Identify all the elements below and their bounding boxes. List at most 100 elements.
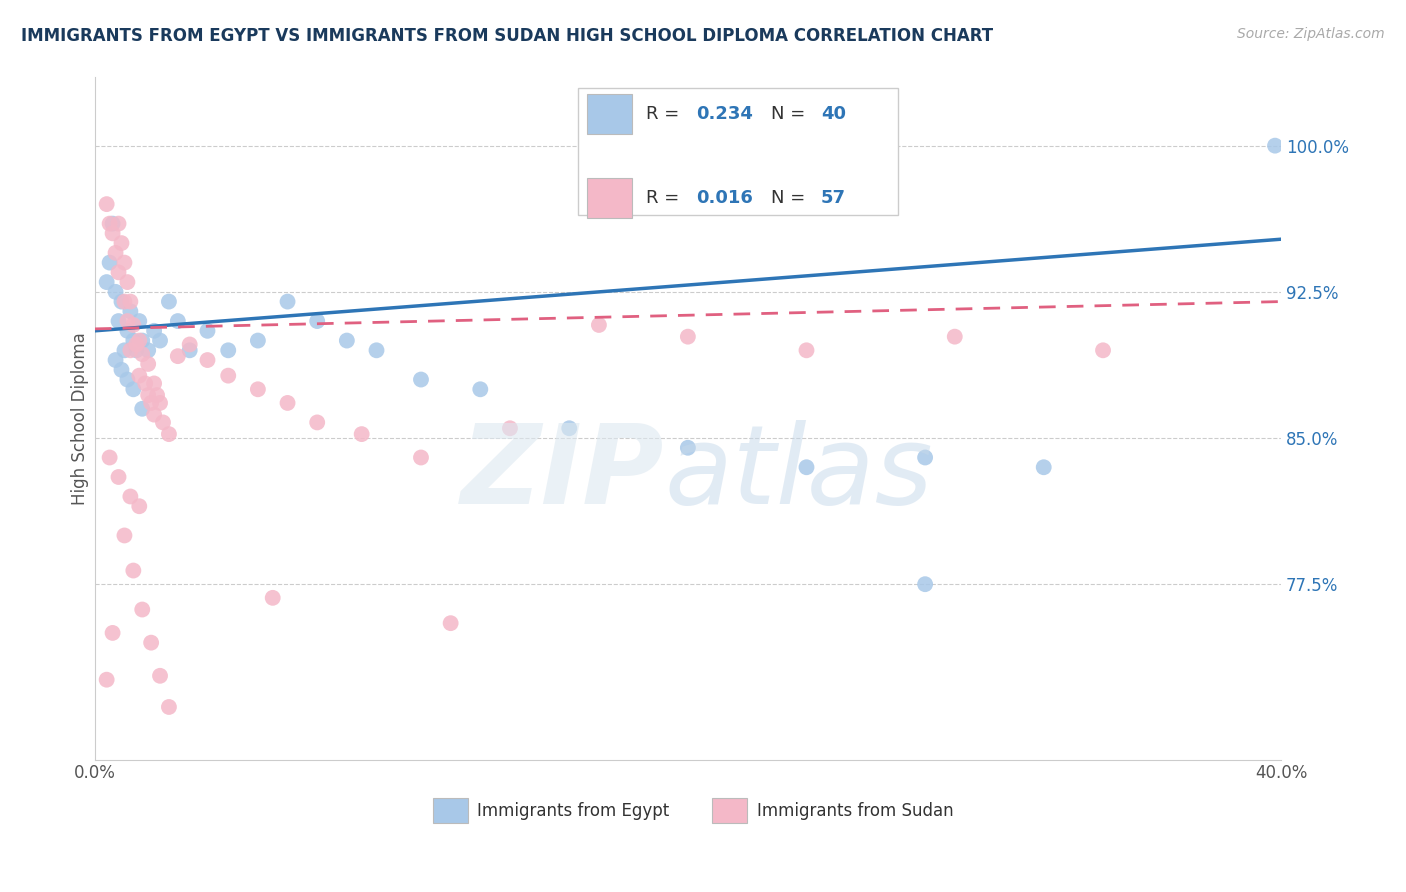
Point (1032, 460, 1054, 475)
Point (943, 329, 966, 343)
Point (101, 626, 124, 640)
Point (104, 245, 127, 260)
FancyBboxPatch shape (588, 95, 633, 134)
Point (152, 416, 174, 430)
Point (120, 490, 142, 504)
Point (104, 285, 127, 299)
Text: 0.234: 0.234 (696, 105, 754, 123)
Point (157, 427, 180, 442)
Point (197, 353, 219, 368)
Point (166, 349, 188, 363)
Point (96, 673, 118, 687)
Point (101, 227, 124, 241)
Point (122, 564, 145, 578)
Point (440, 616, 463, 631)
Point (246, 334, 269, 348)
Point (131, 401, 153, 416)
Point (588, 318, 610, 332)
Point (104, 353, 127, 368)
Text: N =: N = (770, 189, 811, 207)
Point (149, 396, 172, 410)
Point (96, 275, 118, 289)
Point (277, 396, 299, 410)
FancyBboxPatch shape (578, 87, 898, 215)
Point (499, 421, 522, 435)
Point (143, 324, 166, 338)
Point (128, 314, 150, 328)
Text: R =: R = (647, 189, 685, 207)
Text: atlas: atlas (664, 419, 932, 526)
Point (307, 416, 329, 430)
Text: ZIP: ZIP (461, 419, 664, 526)
FancyBboxPatch shape (588, 178, 633, 218)
Point (128, 368, 150, 383)
Text: N =: N = (770, 105, 811, 123)
Point (179, 343, 201, 358)
Point (149, 669, 172, 683)
Text: Immigrants from Egypt: Immigrants from Egypt (477, 802, 669, 820)
Point (107, 314, 129, 328)
Point (120, 343, 142, 358)
Point (131, 602, 153, 616)
Point (131, 334, 153, 348)
Point (136, 357, 159, 371)
Point (277, 294, 299, 309)
Point (120, 304, 142, 318)
Point (409, 450, 432, 465)
Point (117, 372, 139, 386)
Point (139, 396, 162, 410)
FancyBboxPatch shape (711, 798, 747, 823)
Point (107, 265, 129, 279)
Point (128, 334, 150, 348)
Point (197, 324, 219, 338)
Point (117, 324, 139, 338)
Point (98, 450, 121, 465)
Point (796, 460, 818, 475)
Point (157, 700, 180, 714)
Point (122, 382, 145, 396)
Text: 57: 57 (821, 189, 846, 207)
Y-axis label: High School Diploma: High School Diploma (72, 332, 89, 505)
Point (117, 275, 139, 289)
Point (110, 363, 132, 377)
Point (409, 372, 432, 386)
Point (110, 294, 132, 309)
Point (366, 343, 388, 358)
Point (558, 421, 581, 435)
Point (262, 591, 284, 605)
Point (139, 635, 162, 649)
Point (122, 318, 145, 332)
Point (246, 382, 269, 396)
Text: R =: R = (647, 105, 685, 123)
Point (101, 217, 124, 231)
Point (128, 500, 150, 514)
Point (96, 197, 118, 211)
Point (98, 255, 121, 269)
Point (676, 441, 699, 455)
Point (125, 343, 148, 358)
Point (217, 368, 239, 383)
Point (143, 376, 166, 391)
Point (307, 314, 329, 328)
Point (114, 255, 136, 269)
Point (149, 334, 172, 348)
FancyBboxPatch shape (433, 798, 468, 823)
Point (98, 217, 121, 231)
Point (1092, 343, 1115, 358)
Point (114, 528, 136, 542)
Text: Immigrants from Sudan: Immigrants from Sudan (756, 802, 953, 820)
Point (110, 236, 132, 251)
Text: 40: 40 (821, 105, 846, 123)
Point (107, 217, 129, 231)
Point (131, 347, 153, 361)
Text: IMMIGRANTS FROM EGYPT VS IMMIGRANTS FROM SUDAN HIGH SCHOOL DIPLOMA CORRELATION C: IMMIGRANTS FROM EGYPT VS IMMIGRANTS FROM… (21, 27, 993, 45)
Point (914, 450, 936, 465)
Point (1264, 138, 1286, 153)
Point (107, 470, 129, 484)
Point (217, 343, 239, 358)
Point (143, 408, 166, 422)
Point (179, 337, 201, 351)
Point (470, 382, 492, 396)
Point (120, 294, 142, 309)
Text: Source: ZipAtlas.com: Source: ZipAtlas.com (1237, 27, 1385, 41)
